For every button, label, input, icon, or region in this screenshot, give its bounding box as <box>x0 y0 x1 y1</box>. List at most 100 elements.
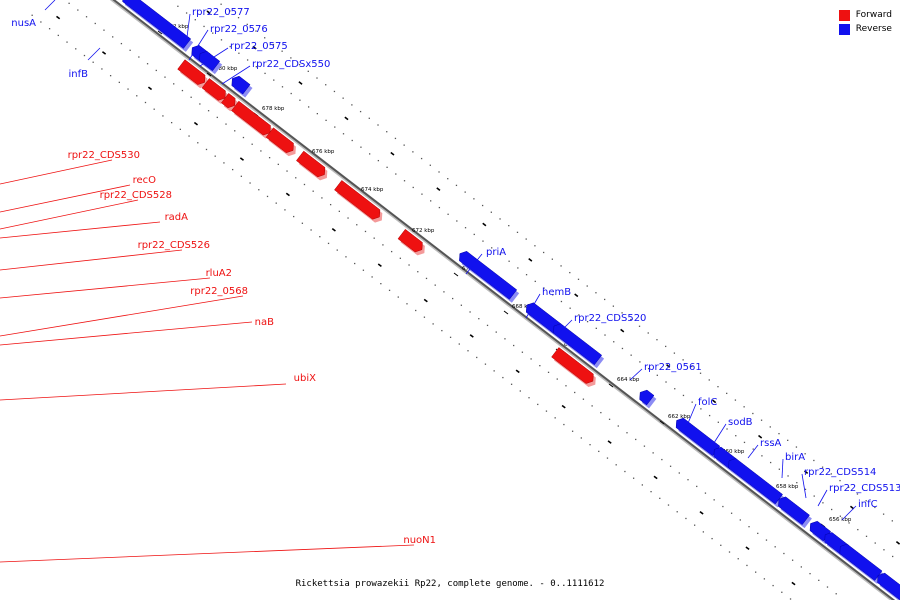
track-dot <box>397 296 399 298</box>
track-dot <box>781 591 783 593</box>
track-dot <box>702 531 705 533</box>
track-dot <box>138 56 140 58</box>
reverse-swatch <box>838 23 850 35</box>
track-dot <box>284 209 286 211</box>
scale-tick-label: 678 kbp <box>262 106 285 112</box>
gene-leader <box>44 0 56 11</box>
track-dot <box>674 388 676 390</box>
genome-caption: Rickettsia prowazekii Rp22, complete gen… <box>295 579 605 589</box>
gene-leader <box>629 368 643 381</box>
track-dot <box>545 410 548 412</box>
track-dot <box>179 128 181 130</box>
track-dot <box>264 72 266 75</box>
scale-tick <box>206 72 212 77</box>
track-dot <box>48 28 51 30</box>
track-dot <box>519 390 521 392</box>
track-dot <box>502 376 504 379</box>
gene-label: rpr22_0577 <box>192 7 250 18</box>
track-dot <box>831 508 833 511</box>
track-dot <box>199 103 201 105</box>
track-dot <box>481 204 484 207</box>
track-dot <box>641 484 643 486</box>
track-dot <box>258 189 260 191</box>
track-dot <box>678 472 680 474</box>
axis-shadow <box>109 0 893 600</box>
track-dot <box>476 356 478 359</box>
track-dot <box>728 551 731 553</box>
scale-tick-label: 664 kbp <box>617 377 640 383</box>
track-dot <box>795 446 798 448</box>
forward-gene-7 <box>397 228 423 253</box>
track-dot <box>264 37 266 39</box>
track-dot <box>565 385 567 387</box>
track-dot <box>406 303 408 305</box>
track-dot <box>551 258 554 260</box>
track-dot <box>238 52 240 54</box>
gene-label: ubiX <box>294 373 316 384</box>
gene-label: nuoN1 <box>403 535 436 546</box>
track-dot <box>369 153 371 155</box>
gene-label: radA <box>165 212 189 223</box>
track-dot <box>504 338 506 340</box>
track-dot <box>129 49 131 51</box>
legend-item-reverse: Reverse <box>838 22 892 36</box>
track-dot <box>260 150 262 152</box>
track-dot <box>136 95 138 97</box>
track-dot <box>443 291 445 293</box>
genome-axis <box>112 0 896 600</box>
track-dash <box>666 364 671 368</box>
track-dot <box>848 486 850 488</box>
track-dot <box>643 445 646 447</box>
track-dot <box>554 417 556 419</box>
track-dot <box>377 124 379 126</box>
track-dot <box>604 334 606 336</box>
track-dot <box>743 441 746 444</box>
track-dot <box>586 285 588 287</box>
legend-item-forward: Forward <box>838 8 892 22</box>
gene-label: hemB <box>542 287 571 298</box>
track-dot <box>735 435 737 437</box>
track-dot <box>386 131 388 133</box>
track-dot <box>848 522 850 524</box>
gene-leader <box>465 253 483 275</box>
track-dot <box>281 86 284 88</box>
track-dot <box>630 354 632 356</box>
track-dot <box>482 240 484 242</box>
track-dot <box>818 579 820 581</box>
track-dot <box>31 14 33 16</box>
track-dot <box>865 500 867 502</box>
gene-leader <box>841 505 857 521</box>
scale-tick-label: 674 kbp <box>361 187 384 193</box>
gene-label: rpr22_CDS526 <box>138 240 210 251</box>
reverse-gene-2 <box>199 51 221 72</box>
track-dot <box>830 473 832 475</box>
track-dash <box>252 45 257 50</box>
track-dot <box>290 92 292 95</box>
track-dot <box>127 88 129 90</box>
gene-leader <box>0 295 244 337</box>
track-dot <box>769 426 771 428</box>
track-dot <box>615 464 617 466</box>
gene-label: recO <box>133 175 157 186</box>
track-dot <box>752 412 754 415</box>
track-dot <box>394 137 397 140</box>
track-dot <box>528 397 530 399</box>
track-dot <box>525 238 527 240</box>
track-dash <box>390 151 395 156</box>
track-dash <box>803 470 809 474</box>
track-dot <box>293 215 295 218</box>
track-dot <box>338 210 340 212</box>
track-dot <box>212 32 214 34</box>
track-dot <box>146 63 149 65</box>
track-dot <box>883 549 885 551</box>
track-dot <box>755 571 757 573</box>
track-dot <box>177 5 179 7</box>
track-dot <box>673 352 676 354</box>
track-dot <box>155 69 157 72</box>
track-dot <box>356 224 358 226</box>
scale-tick <box>157 30 163 35</box>
track-dot <box>708 414 711 417</box>
track-dot <box>560 300 563 303</box>
track-dot <box>327 242 330 245</box>
track-dot <box>377 159 380 162</box>
